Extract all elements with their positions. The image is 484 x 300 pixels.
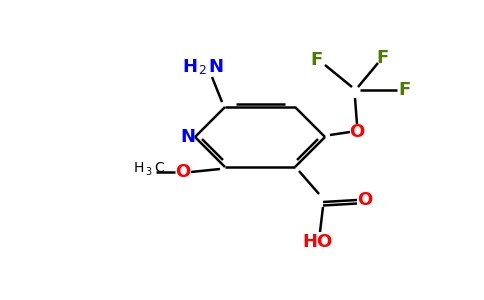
Text: N: N <box>181 128 196 146</box>
Text: H: H <box>134 161 144 175</box>
Text: F: F <box>377 49 389 67</box>
Text: 2: 2 <box>198 64 206 77</box>
Text: F: F <box>399 81 411 99</box>
Text: O: O <box>349 123 364 141</box>
Text: C: C <box>154 161 164 175</box>
Text: N: N <box>208 58 223 76</box>
Text: H: H <box>182 58 197 76</box>
Text: O: O <box>357 191 373 209</box>
Text: O: O <box>175 163 191 181</box>
Text: HO: HO <box>303 233 333 251</box>
Text: F: F <box>311 51 323 69</box>
Text: 3: 3 <box>145 167 151 177</box>
